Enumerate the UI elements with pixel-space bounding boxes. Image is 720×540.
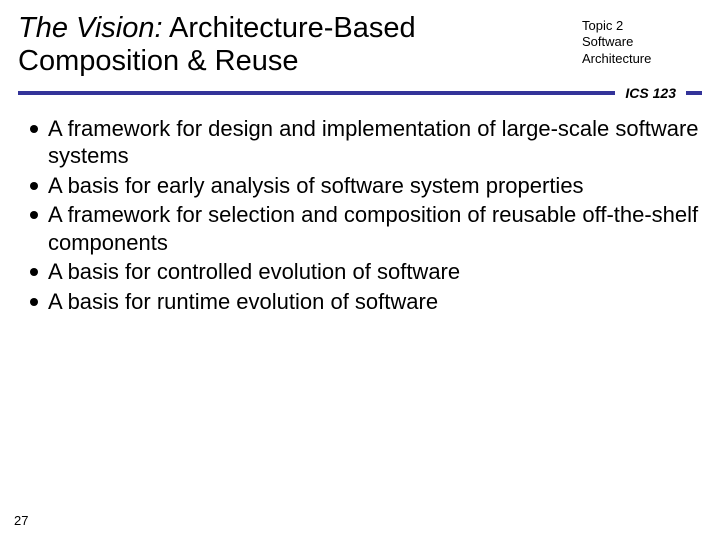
topic-line-1: Topic 2 — [582, 18, 702, 34]
bullet-icon — [30, 182, 38, 190]
list-item: A basis for controlled evolution of soft… — [22, 258, 702, 286]
course-code: ICS 123 — [625, 85, 676, 101]
list-item: A framework for selection and compositio… — [22, 201, 702, 256]
list-item: A basis for runtime evolution of softwar… — [22, 288, 702, 316]
divider: ICS 123 — [18, 85, 702, 101]
topic-line-3: Architecture — [582, 51, 702, 67]
divider-line-stub — [686, 91, 702, 95]
slide: The Vision: Architecture-Based Compositi… — [0, 0, 720, 540]
topic-line-2: Software — [582, 34, 702, 50]
page-title: The Vision: Architecture-Based Compositi… — [18, 12, 562, 79]
list-item: A basis for early analysis of software s… — [22, 172, 702, 200]
bullet-text: A framework for design and implementatio… — [48, 115, 702, 170]
title-italic-part: The Vision: — [18, 12, 163, 44]
divider-line-main — [18, 91, 615, 95]
bullet-icon — [30, 125, 38, 133]
bullet-text: A framework for selection and compositio… — [48, 201, 702, 256]
bullet-text: A basis for runtime evolution of softwar… — [48, 288, 702, 316]
bullet-icon — [30, 268, 38, 276]
page-number: 27 — [14, 513, 28, 528]
bullet-text: A basis for early analysis of software s… — [48, 172, 702, 200]
topic-block: Topic 2 Software Architecture — [582, 12, 702, 67]
list-item: A framework for design and implementatio… — [22, 115, 702, 170]
title-block: The Vision: Architecture-Based Compositi… — [18, 12, 562, 79]
header: The Vision: Architecture-Based Compositi… — [18, 12, 702, 79]
bullet-text: A basis for controlled evolution of soft… — [48, 258, 702, 286]
content: A framework for design and implementatio… — [18, 115, 702, 316]
bullet-icon — [30, 211, 38, 219]
bullet-icon — [30, 298, 38, 306]
